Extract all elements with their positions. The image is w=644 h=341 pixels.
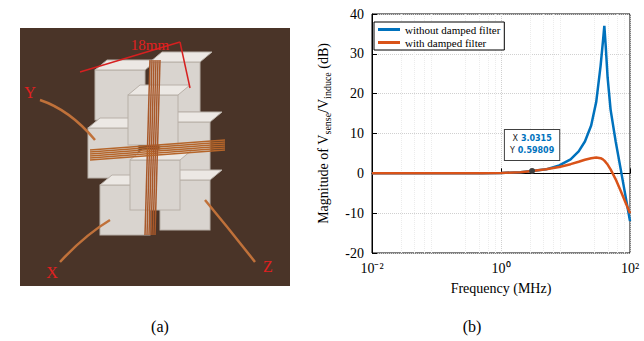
svg-text:10⁻²: 10⁻² [360, 261, 383, 276]
svg-text:30: 30 [350, 46, 364, 61]
svg-text:18mm: 18mm [131, 37, 170, 53]
svg-text:0.59809: 0.59809 [518, 146, 555, 155]
svg-text:X: X [512, 134, 518, 144]
svg-text:(a): (a) [151, 318, 169, 336]
svg-text:(b): (b) [463, 318, 482, 336]
svg-text:induce: induce [322, 72, 333, 99]
svg-text:X: X [46, 264, 58, 281]
svg-text:0: 0 [357, 166, 364, 181]
svg-text:Y: Y [24, 84, 36, 101]
svg-text:10: 10 [350, 126, 364, 141]
svg-text:Z: Z [263, 258, 273, 275]
svg-text:Frequency (MHz): Frequency (MHz) [451, 281, 552, 297]
svg-text:10²: 10² [621, 261, 639, 276]
svg-text:without damped filter: without damped filter [405, 24, 501, 36]
svg-text:Magnitude of V: Magnitude of V [316, 135, 331, 224]
svg-text:Y: Y [509, 146, 515, 156]
svg-text:(dB): (dB) [316, 43, 332, 69]
svg-text:-10: -10 [345, 206, 364, 221]
svg-text:sense: sense [322, 112, 333, 134]
svg-text:-20: -20 [345, 246, 364, 261]
svg-text:with damped filter: with damped filter [405, 37, 487, 49]
svg-text:20: 20 [350, 86, 364, 101]
svg-text:3.0315: 3.0315 [521, 134, 552, 143]
svg-text:10⁰: 10⁰ [492, 261, 511, 276]
svg-text:/V: /V [316, 99, 331, 113]
svg-text:40: 40 [350, 7, 364, 22]
